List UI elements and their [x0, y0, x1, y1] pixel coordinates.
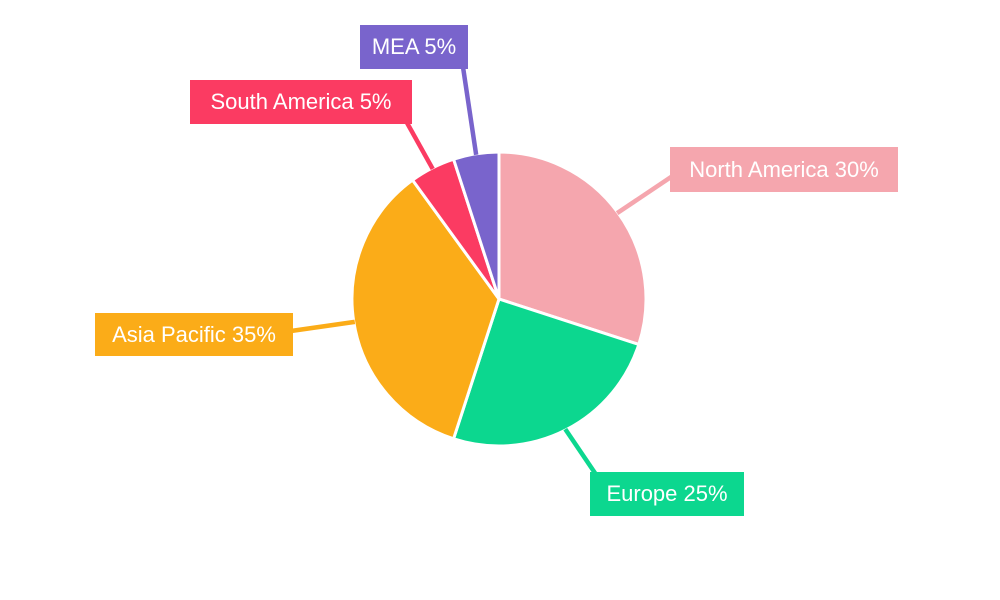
slice-label-europe: Europe 25% [590, 472, 744, 516]
slice-label-mea: MEA 5% [360, 25, 468, 69]
leader-line-asia-pacific [290, 319, 356, 334]
leader-line-south-america [404, 119, 435, 171]
slice-label-south-america: South America 5% [190, 80, 412, 124]
leader-line-mea [460, 66, 479, 156]
slice-label-north-america: North America 30% [670, 147, 898, 192]
leader-line-north-america [615, 173, 676, 216]
slice-label-asia-pacific: Asia Pacific 35% [95, 313, 293, 356]
leader-line-europe [563, 427, 599, 478]
